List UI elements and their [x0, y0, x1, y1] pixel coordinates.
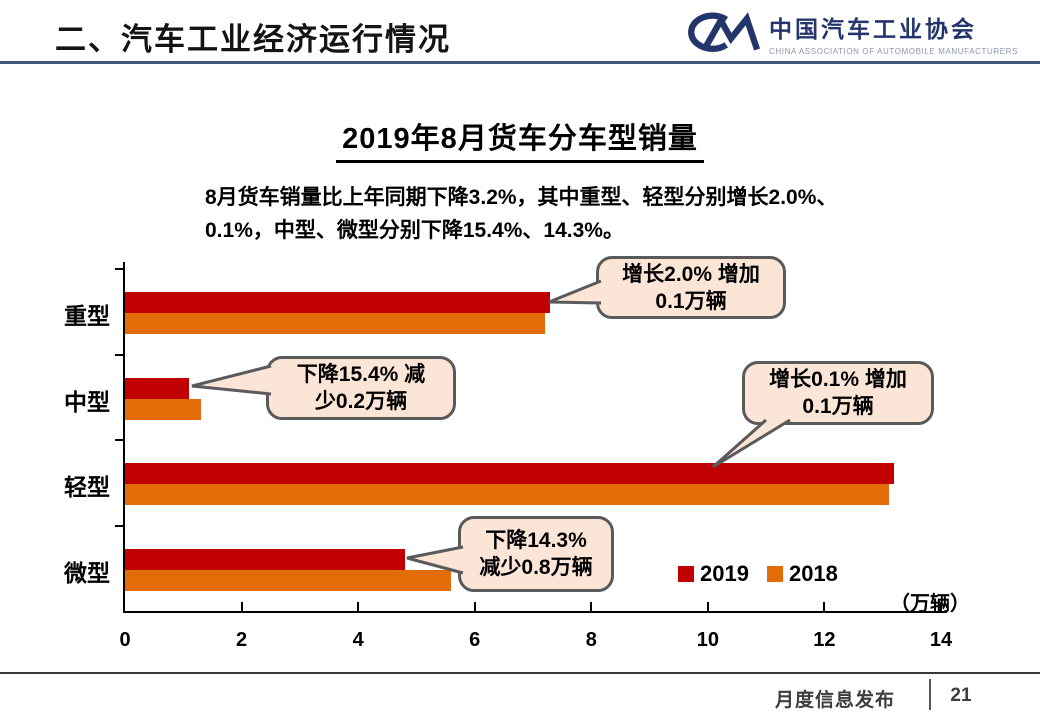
legend-label-2019: 2019 — [700, 561, 749, 586]
x-axis-tick — [706, 602, 709, 611]
bar-2018-1 — [125, 398, 201, 420]
callout-0: 增长2.0% 增加 0.1万辆 — [596, 256, 786, 319]
chart-subtitle-line2: 0.1%，中型、微型分别下降15.4%、14.3%。 — [205, 219, 624, 242]
logo-org-name-en: CHINA ASSOCIATION OF AUTOMOBILE MANUFACT… — [769, 47, 1018, 56]
caam-logo-text: 中国汽车工业协会 CHINA ASSOCIATION OF AUTOMOBILE… — [769, 10, 1018, 56]
caam-logo: 中国汽车工业协会 CHINA ASSOCIATION OF AUTOMOBILE… — [679, 10, 1018, 56]
callout-3: 下降14.3% 减少0.8万辆 — [458, 516, 614, 592]
x-tick-label: 12 — [813, 629, 836, 651]
x-tick-label: 14 — [929, 629, 953, 651]
x-tick-label: 6 — [469, 629, 481, 651]
x-tick-label: 10 — [696, 629, 719, 651]
y-axis-line — [123, 262, 125, 613]
callout-1: 下降15.4% 减少0.2万辆 — [266, 356, 456, 420]
category-label-1: 中型 — [64, 388, 110, 415]
x-tick-label: 8 — [585, 629, 597, 651]
callout-text-line1: 增长2.0% 增加 — [622, 262, 760, 286]
y-axis-tick — [115, 268, 123, 270]
y-axis-tick — [115, 524, 123, 527]
callout-2: 增长0.1% 增加 0.1万辆 — [742, 361, 934, 425]
chart-subtitle-line1: 8月货车销量比上年同期下降3.2%，其中重型、轻型分别增长2.0%、 — [205, 186, 838, 209]
legend-item-2018: 2018 — [766, 561, 838, 587]
page-number: 21 — [950, 685, 972, 706]
x-axis-line — [123, 611, 947, 613]
callout-text-line2: 0.1万辆 — [655, 289, 727, 313]
x-axis-tick — [473, 602, 476, 611]
bar-2019-1 — [125, 377, 190, 399]
callout-text-line2: 少0.2万辆 — [314, 390, 408, 413]
logo-org-name-cn: 中国汽车工业协会 — [769, 16, 978, 42]
axis-unit-label: （万辆） — [890, 593, 970, 615]
chart-title: 2019年8月货车分车型销量 — [336, 115, 704, 163]
legend-item-2019: 2019 — [678, 561, 749, 587]
legend-swatch-2018 — [766, 566, 783, 582]
x-axis-tick — [240, 602, 243, 611]
footer-label: 月度信息发布 — [775, 690, 896, 711]
y-axis-tick — [115, 353, 123, 356]
category-label-2: 轻型 — [64, 474, 110, 500]
x-tick-label: 2 — [236, 629, 248, 651]
callout-text-line2: 0.1万辆 — [802, 395, 874, 418]
x-axis-tick — [940, 602, 942, 611]
category-label-0: 重型 — [64, 303, 110, 329]
plot-area: 重型中型轻型微型 0 2 4 6 8 10 12 14 — [64, 262, 952, 651]
bar-2018-3 — [125, 569, 452, 591]
x-tick-label: 0 — [119, 629, 131, 651]
x-tick-label: 4 — [352, 629, 364, 651]
bar-2018-2 — [125, 484, 889, 505]
chart-title-wrap: 2019年8月货车分车型销量 — [0, 115, 1040, 163]
bar-2019-3 — [125, 548, 405, 570]
x-axis-tick — [823, 602, 826, 611]
page-title: 二、汽车工业经济运行情况 — [55, 22, 451, 57]
callout-text-line2: 减少0.8万辆 — [479, 556, 593, 579]
caam-logo-mark-icon — [688, 12, 761, 52]
legend: 2019 2018 — [678, 561, 838, 587]
y-axis-tick — [115, 439, 123, 441]
callout-text-line1: 增长0.1% 增加 — [769, 368, 907, 391]
footer-divider — [0, 672, 1040, 674]
x-axis-tick — [590, 602, 593, 611]
header-divider — [0, 61, 1040, 64]
chart-subtitle: 8月货车销量比上年同期下降3.2%，其中重型、轻型分别增长2.0%、 0.1%，… — [205, 181, 837, 247]
footer-page-divider — [929, 679, 931, 710]
bar-2018-0 — [125, 313, 545, 334]
legend-label-2018: 2018 — [788, 561, 838, 586]
bar-2019-2 — [125, 463, 895, 484]
category-label-3: 微型 — [64, 559, 110, 586]
callout-text-line1: 下降15.4% 减 — [296, 363, 426, 386]
callout-text-line1: 下降14.3% — [485, 529, 587, 552]
x-axis-tick — [357, 602, 360, 611]
legend-swatch-2019 — [678, 566, 694, 582]
bar-2019-0 — [125, 292, 551, 313]
